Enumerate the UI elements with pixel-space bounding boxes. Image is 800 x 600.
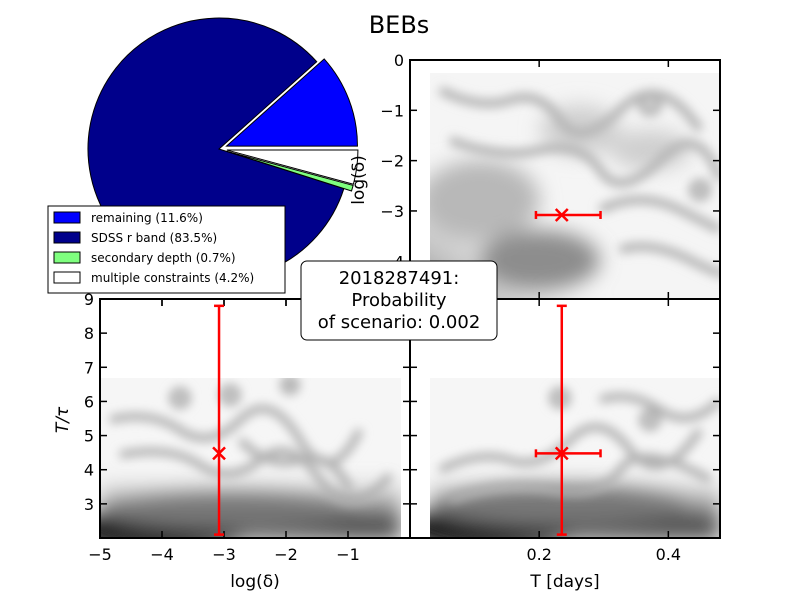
legend-entry: SDSS r band (83.5%) [91, 231, 217, 245]
xtick-label: 0.4 [656, 545, 681, 564]
ytick-label: −2 [380, 152, 404, 171]
scenario-annotation: 2018287491: Probability of scenario: 0.0… [300, 260, 498, 341]
scenario-markers [212, 208, 602, 536]
ytick-label: −1 [380, 101, 404, 120]
heatmap-top-right [430, 73, 720, 299]
annotation-line-1: 2018287491: [339, 268, 460, 289]
pie-slice [226, 150, 354, 192]
ytick-label: 5 [84, 427, 94, 446]
ytick-label: 9 [84, 290, 94, 309]
xtick-label: −2 [274, 545, 298, 564]
heatmap-bottom-right [430, 378, 720, 538]
xlabel-bottom-right: T [days] [529, 572, 599, 592]
ytick-label: 4 [84, 461, 94, 480]
legend-entry: remaining (11.6%) [91, 211, 203, 225]
ylabel-bottom-left: T/τ [53, 406, 73, 433]
scenario-point-marker [554, 446, 569, 461]
scenario-point-marker [554, 208, 569, 222]
ytick-label: 6 [84, 392, 94, 411]
ylabel-top-right: log(δ) [349, 155, 369, 205]
xtick-label: −4 [150, 545, 174, 564]
annotation-box [300, 260, 498, 341]
axes-bottom-right [409, 298, 721, 539]
xtick-label: 0.2 [526, 545, 551, 564]
xtick-label: −5 [88, 545, 112, 564]
heatmap-bottom-left [100, 378, 401, 538]
xtick-label: −3 [212, 545, 236, 564]
legend-frame [47, 205, 286, 294]
scenario-point-marker [212, 446, 226, 461]
legend-swatch [53, 231, 81, 244]
figure-title: BEBs [369, 11, 430, 39]
ytick-label: −3 [380, 202, 404, 221]
legend-swatch [53, 271, 81, 284]
legend-entry: secondary depth (0.7%) [91, 251, 236, 265]
legend-swatch [53, 251, 81, 264]
legend-entry: multiple constraints (4.2%) [91, 271, 254, 285]
legend-swatch [53, 211, 81, 224]
pie-slice [226, 149, 359, 185]
xtick-label: −1 [336, 545, 360, 564]
ytick-label: 8 [84, 324, 94, 343]
pie-slice [225, 58, 358, 147]
annotation-line-3: of scenario: 0.002 [318, 312, 481, 333]
pie-legend: remaining (11.6%) SDSS r band (83.5%) seco… [47, 205, 286, 294]
ytick-label: 0 [394, 51, 404, 70]
ytick-label: 3 [84, 495, 94, 514]
axis-ticks: 0−1−2−3−43456789−5−4−3−2−10.20.4 [84, 51, 720, 564]
ytick-label: 7 [84, 358, 94, 377]
xlabel-bottom-left: log(δ) [230, 572, 280, 592]
annotation-line-2: Probability [351, 290, 446, 311]
